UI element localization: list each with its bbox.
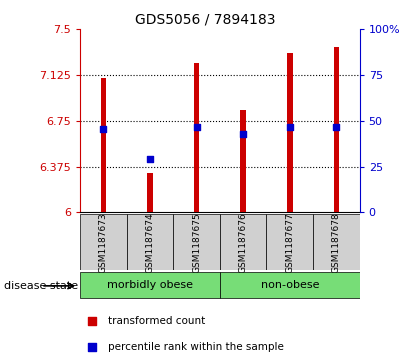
Point: [100, 126, 107, 132]
Point: [193, 124, 200, 130]
Text: GSM1187674: GSM1187674: [145, 212, 155, 273]
Bar: [334, 48, 339, 212]
Bar: [127, 214, 173, 270]
Bar: [220, 214, 266, 270]
Text: GSM1187677: GSM1187677: [285, 212, 294, 273]
Bar: [80, 272, 220, 298]
Text: transformed count: transformed count: [108, 316, 205, 326]
Bar: [101, 78, 106, 212]
Bar: [266, 214, 313, 270]
Point: [333, 124, 339, 130]
Bar: [240, 110, 246, 212]
Bar: [194, 63, 199, 212]
Point: [240, 131, 247, 137]
Text: percentile rank within the sample: percentile rank within the sample: [108, 342, 284, 352]
Text: disease state: disease state: [4, 281, 78, 291]
Text: GSM1187673: GSM1187673: [99, 212, 108, 273]
Text: GSM1187675: GSM1187675: [192, 212, 201, 273]
Bar: [173, 214, 220, 270]
Bar: [147, 173, 153, 212]
Bar: [313, 214, 360, 270]
Text: morbidly obese: morbidly obese: [107, 280, 193, 290]
Text: non-obese: non-obese: [261, 280, 319, 290]
Point: [343, 183, 350, 189]
Point: [147, 156, 153, 162]
Bar: [220, 272, 360, 298]
Bar: [80, 214, 127, 270]
Text: GSM1187678: GSM1187678: [332, 212, 341, 273]
Bar: [287, 53, 293, 212]
Text: GDS5056 / 7894183: GDS5056 / 7894183: [135, 13, 276, 27]
Text: GSM1187676: GSM1187676: [239, 212, 248, 273]
Point: [286, 124, 293, 130]
